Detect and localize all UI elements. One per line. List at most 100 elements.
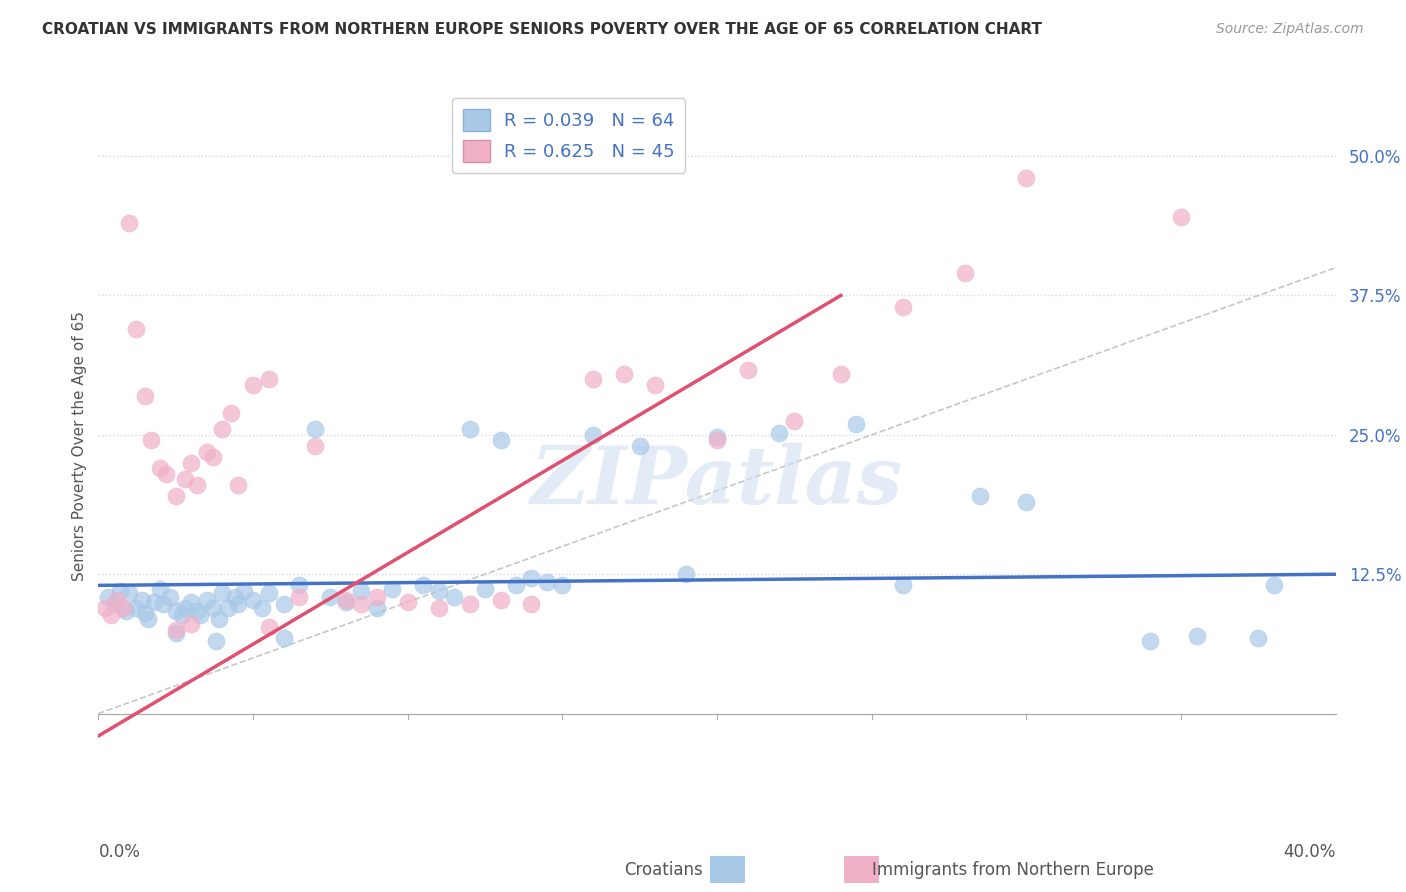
Point — [783, 414, 806, 429]
Point — [582, 428, 605, 442]
Point — [201, 450, 224, 464]
Point — [396, 595, 419, 609]
Point — [412, 578, 434, 592]
Point — [118, 586, 141, 600]
Point — [319, 590, 342, 604]
Point — [224, 590, 246, 604]
Point — [134, 389, 156, 403]
Point — [124, 600, 146, 615]
Text: CROATIAN VS IMMIGRANTS FROM NORTHERN EUROPE SENIORS POVERTY OVER THE AGE OF 65 C: CROATIAN VS IMMIGRANTS FROM NORTHERN EUR… — [42, 22, 1042, 37]
Point — [706, 430, 728, 444]
Point — [582, 372, 605, 386]
Point — [257, 586, 280, 600]
Point — [105, 592, 128, 607]
Point — [953, 266, 976, 280]
Point — [165, 623, 187, 637]
Point — [93, 600, 115, 615]
Point — [1247, 631, 1270, 645]
Point — [180, 456, 202, 470]
Text: Immigrants from Northern Europe: Immigrants from Northern Europe — [872, 861, 1153, 879]
Point — [520, 571, 543, 585]
Point — [124, 322, 146, 336]
Point — [489, 592, 512, 607]
Point — [217, 600, 239, 615]
Point — [186, 478, 208, 492]
Point — [118, 216, 141, 230]
Point — [208, 612, 231, 626]
Point — [1263, 578, 1285, 592]
Text: Croatians: Croatians — [624, 861, 703, 879]
Point — [505, 578, 527, 592]
Point — [115, 604, 138, 618]
Point — [242, 592, 264, 607]
Point — [644, 377, 666, 392]
Point — [97, 590, 120, 604]
Point — [489, 434, 512, 448]
Point — [1015, 494, 1038, 508]
Point — [1015, 171, 1038, 186]
Point — [737, 363, 759, 377]
Point — [165, 604, 187, 618]
Point — [211, 586, 233, 600]
Point — [211, 422, 233, 436]
Point — [134, 607, 156, 621]
Point — [257, 372, 280, 386]
Point — [152, 598, 174, 612]
Point — [675, 567, 697, 582]
Point — [159, 590, 181, 604]
Point — [427, 600, 450, 615]
Point — [112, 600, 135, 615]
Point — [304, 439, 326, 453]
Point — [143, 595, 166, 609]
Point — [226, 598, 249, 612]
Point — [195, 444, 218, 458]
Point — [139, 434, 162, 448]
Point — [845, 417, 868, 431]
Point — [551, 578, 574, 592]
Text: 0.0%: 0.0% — [98, 843, 141, 861]
Point — [131, 592, 153, 607]
Point — [350, 583, 373, 598]
Point — [155, 467, 177, 481]
Point — [969, 489, 991, 503]
Point — [273, 631, 295, 645]
Point — [252, 600, 274, 615]
Point — [350, 598, 373, 612]
Point — [474, 582, 496, 596]
Point — [190, 608, 212, 623]
Point — [186, 604, 208, 618]
Point — [1185, 628, 1208, 642]
Point — [335, 595, 357, 609]
Point — [174, 473, 197, 487]
Point — [201, 600, 224, 615]
Point — [335, 592, 357, 607]
Point — [1139, 634, 1161, 648]
Point — [100, 608, 122, 623]
Point — [170, 608, 193, 623]
Point — [226, 478, 249, 492]
Point — [149, 582, 172, 596]
Point — [195, 592, 218, 607]
Point — [891, 578, 914, 592]
Point — [706, 434, 728, 448]
Point — [165, 489, 187, 503]
Point — [103, 598, 125, 612]
Text: Source: ZipAtlas.com: Source: ZipAtlas.com — [1216, 22, 1364, 37]
Point — [205, 634, 228, 648]
Point — [136, 612, 159, 626]
Point — [628, 439, 651, 453]
Point — [108, 583, 131, 598]
Point — [443, 590, 465, 604]
Point — [427, 583, 450, 598]
Point — [366, 600, 388, 615]
Point — [458, 598, 481, 612]
Point — [288, 590, 311, 604]
Point — [242, 377, 264, 392]
Point — [891, 300, 914, 314]
Point — [613, 367, 636, 381]
Point — [520, 598, 543, 612]
Point — [366, 590, 388, 604]
Point — [830, 367, 852, 381]
Point — [273, 598, 295, 612]
Text: ZIPatlas: ZIPatlas — [531, 443, 903, 520]
